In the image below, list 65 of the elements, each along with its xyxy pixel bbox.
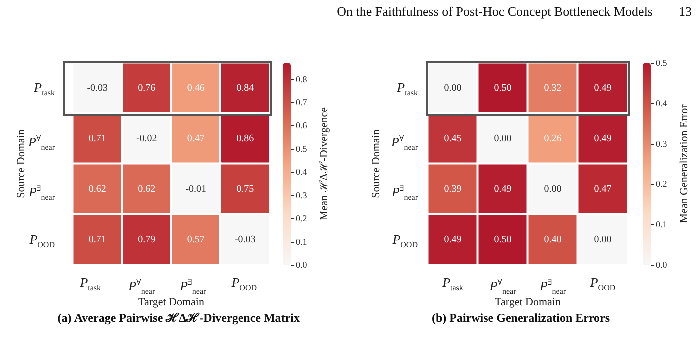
color-bar-label: 0.4: [656, 98, 668, 108]
color-bar-label: 0.1: [296, 236, 308, 247]
y-tick-label: P$_{task}$: [397, 79, 418, 98]
x-tick-label: P$_{OOD}$: [589, 274, 617, 295]
data-label: -0.02: [136, 133, 158, 144]
data-label: 0.00: [494, 133, 512, 144]
color-bar-title: Mean ℋΔℋ-Divergence: [318, 107, 330, 221]
color-bar-label: 0.4: [296, 167, 308, 178]
data-label: 0.00: [544, 184, 562, 195]
data-label: 0.40: [544, 234, 562, 246]
data-label: -0.03: [234, 234, 256, 246]
text: (b) Pairwise Generalization Errors: [432, 311, 610, 325]
data-label: 0.76: [138, 82, 156, 94]
data-label: 0.86: [236, 133, 254, 144]
data-label: 0.49: [444, 234, 462, 246]
x-tick-label: P$_{task}$: [442, 274, 464, 295]
data-label: 0.00: [594, 234, 612, 246]
x-tick-label: P$_{OOD}$: [230, 274, 258, 295]
color-bar-label: 0.8: [296, 74, 308, 84]
data-label: 0.49: [594, 133, 612, 144]
data-label: 0.57: [187, 234, 205, 246]
color-bar-label: 0.1: [656, 220, 668, 230]
y-tick-label: P$_{OOD}$: [392, 230, 418, 250]
data-label: 0.00: [444, 82, 462, 94]
data-label: 0.50: [494, 82, 512, 94]
data-label: 0.47: [594, 184, 612, 195]
color-bar-label: 0.7: [296, 97, 308, 108]
data-label: 0.75: [236, 184, 254, 195]
data-label: 0.79: [138, 234, 156, 246]
data-label: 0.49: [594, 82, 612, 94]
y-tick-label: P$_{task}$: [34, 79, 55, 98]
x-tick-label: P$_{task}$: [79, 274, 102, 295]
data-label: 0.32: [544, 82, 562, 94]
color-bar-label: 0.5: [296, 144, 308, 154]
data-label: 0.84: [236, 82, 254, 94]
data-label: 0.50: [494, 234, 512, 246]
color-bar-label: 0.5: [656, 58, 668, 68]
text: On the Faithfulness of Post-Hoc Concept Bottleneck Models: [337, 4, 653, 20]
data-label: 0.62: [138, 184, 156, 195]
color-bar-label: 0.0: [656, 260, 668, 270]
color-bar-title: Mean Generalization Error: [678, 104, 690, 224]
data-label: 0.39: [444, 184, 462, 195]
x-axis-title: Target Domain: [495, 296, 562, 308]
data-label: 0.71: [88, 133, 106, 144]
y-axis-title: Source Domain: [16, 129, 28, 198]
color-bar-label: 0.3: [296, 190, 308, 200]
color-bar-label: 0.3: [656, 138, 668, 149]
color-bar-label: 0.2: [656, 179, 668, 190]
data-label: 0.71: [88, 234, 106, 246]
data-label: 0.47: [187, 133, 205, 144]
data-label: 0.45: [444, 133, 462, 144]
color-bar-label: 0.2: [296, 214, 308, 224]
y-tick-label: P$_{OOD}$: [30, 230, 55, 250]
text: (a) Average Pairwise ℋΔℋ-Divergence Matrix: [58, 311, 300, 325]
data-label: 0.26: [544, 133, 562, 144]
color-bar-label: 0.0: [296, 260, 308, 270]
data-label: 0.46: [187, 82, 205, 94]
data-label: 0.62: [88, 184, 106, 195]
data-label: 0.49: [494, 184, 512, 195]
y-axis-title: Source Domain: [370, 129, 382, 198]
data-label: -0.01: [186, 184, 207, 195]
data-label: -0.03: [87, 82, 108, 94]
text: 13: [679, 4, 692, 20]
x-axis-title: Target Domain: [138, 296, 205, 308]
color-bar-label: 0.6: [296, 120, 308, 131]
